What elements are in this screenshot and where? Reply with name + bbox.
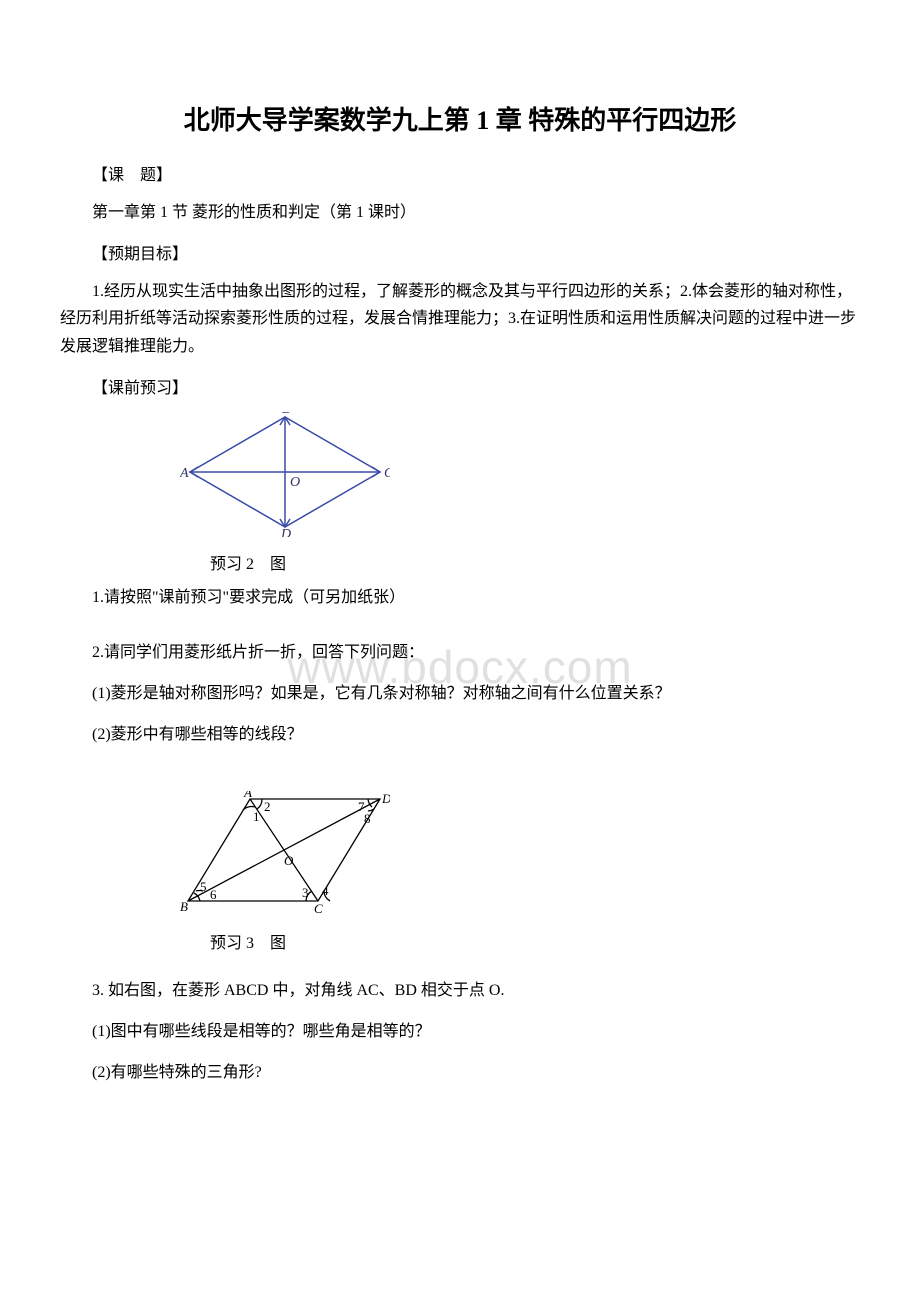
topic-text: 第一章第 1 节 菱形的性质和判定（第 1 课时） <box>60 199 860 226</box>
angle-num-3: 3 <box>302 885 309 900</box>
diagonal-bd-2 <box>188 799 380 901</box>
section-label-topic: 【课 题】 <box>60 161 860 185</box>
section-label-goal: 【预期目标】 <box>60 240 860 264</box>
goal-text: 1.经历从现实生活中抽象出图形的过程，了解菱形的概念及其与平行四边形的关系；2.… <box>60 278 860 360</box>
section-label-preview: 【课前预习】 <box>60 374 860 398</box>
angle-num-6: 6 <box>210 887 217 902</box>
figure-2-rhombus: A D B C O 1 2 7 8 5 6 3 4 <box>180 791 860 921</box>
label-b2: B <box>180 899 188 914</box>
label-o2: O <box>284 853 294 868</box>
question-1: 1.请按照"课前预习"要求完成（可另加纸张） <box>60 584 860 611</box>
label-o: O <box>290 475 300 490</box>
angle-num-2: 2 <box>264 799 271 814</box>
question-2-2: (2)菱形中有哪些相等的线段？ <box>60 721 860 748</box>
figure-2-caption: 预习 3 图 <box>210 929 860 953</box>
label-d: D <box>280 527 291 537</box>
question-2-1: (1)菱形是轴对称图形吗？如果是，它有几条对称轴？对称轴之间有什么位置关系？ <box>60 680 860 707</box>
label-d2: D <box>381 791 390 806</box>
question-3-1: (1)图中有哪些线段是相等的？哪些角是相等的？ <box>60 1018 860 1045</box>
label-a: A <box>180 466 189 481</box>
label-c: C <box>384 466 390 481</box>
angle-num-1: 1 <box>253 809 260 824</box>
angle-num-4: 4 <box>322 883 329 898</box>
question-2: 2.请同学们用菱形纸片折一折，回答下列问题： <box>60 639 860 666</box>
question-3-2: (2)有哪些特殊的三角形? <box>60 1059 860 1086</box>
label-c2: C <box>314 901 323 916</box>
label-a2: A <box>243 791 252 800</box>
angle-num-8: 8 <box>364 811 371 826</box>
label-b: B <box>282 412 291 417</box>
angle-arc-1 <box>257 799 262 809</box>
figure-1-rhombus: A B C D O <box>180 412 860 542</box>
page-title: 北师大导学案数学九上第 1 章 特殊的平行四边形 <box>60 100 860 137</box>
angle-num-5: 5 <box>200 879 207 894</box>
figure-1-caption: 预习 2 图 <box>210 550 860 574</box>
question-3: 3. 如右图，在菱形 ABCD 中，对角线 AC、BD 相交于点 O. <box>60 977 860 1004</box>
